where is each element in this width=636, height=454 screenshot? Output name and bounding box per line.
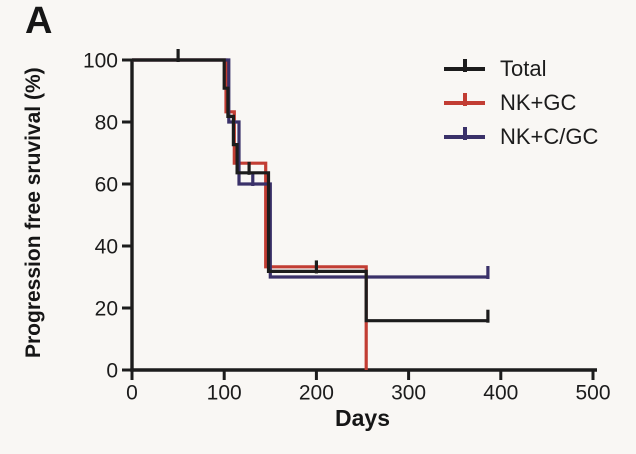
km-curve-total <box>132 58 488 323</box>
x-tick-label: 0 <box>126 381 138 404</box>
x-tick-label: 300 <box>391 381 426 404</box>
x-tick-label: 500 <box>575 381 610 404</box>
km-curve-nk-gc <box>132 58 368 370</box>
x-tick-label: 100 <box>207 381 242 404</box>
x-tick-label: 400 <box>483 381 518 404</box>
legend-label: NK+GC <box>500 90 577 115</box>
km-line-swatch-nk-gc <box>444 93 485 106</box>
y-tick-label: 60 <box>95 174 118 197</box>
panel-label: A <box>25 0 53 42</box>
legend-item-nk-c-gc: NK+C/GC <box>444 120 598 154</box>
x-axis-title: Days <box>335 405 390 431</box>
y-tick-label: 100 <box>83 50 118 73</box>
legend-item-nk-gc: NK+GC <box>444 86 598 120</box>
legend-label: Total <box>500 56 547 81</box>
km-curve-nk-c-gc <box>132 58 488 279</box>
km-line-swatch-nk-c-gc <box>444 127 485 140</box>
legend-item-total: Total <box>444 52 598 86</box>
censor-tick-icon <box>462 93 467 106</box>
km-line-swatch-total <box>444 59 485 72</box>
y-tick-label: 40 <box>95 236 118 259</box>
y-tick-label: 80 <box>95 112 118 135</box>
legend-label: NK+C/GC <box>500 124 599 149</box>
y-tick-label: 20 <box>95 298 118 321</box>
x-tick-label: 200 <box>299 381 334 404</box>
censor-tick-icon <box>462 127 467 140</box>
legend: Total NK+GC NK+C/GC <box>444 52 598 154</box>
y-tick-label: 0 <box>106 360 118 383</box>
censor-tick-icon <box>462 59 467 72</box>
